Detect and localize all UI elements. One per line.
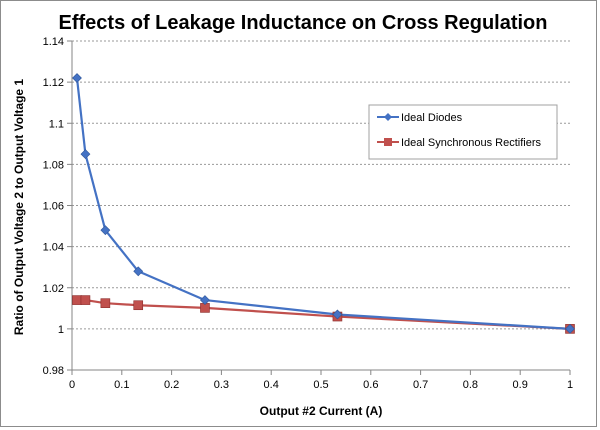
y-axis-title: Ratio of Output Voltage 2 to Output Volt… — [12, 79, 26, 336]
y-tick-labels: 0.98 1 1.02 1.04 1.06 1.08 1.1 1.12 1.14 — [43, 36, 64, 377]
legend-label-ideal-synchronous-rectifiers: Ideal Synchronous Rectifiers — [401, 137, 542, 149]
legend-marker-ideal-diodes — [384, 113, 392, 121]
y-tick-label: 1 — [58, 324, 64, 336]
y-tick-label: 1.08 — [43, 159, 64, 171]
x-axis-title: Output #2 Current (A) — [260, 404, 383, 418]
data-point-ideal-synchronous-rectifiers — [72, 295, 82, 305]
y-tick-label: 1.1 — [49, 118, 64, 130]
data-point-ideal-diodes — [100, 225, 111, 236]
x-tick-label: 0.9 — [513, 379, 528, 391]
x-tick-label: 0.5 — [313, 379, 328, 391]
data-point-ideal-diodes — [200, 295, 210, 306]
data-point-ideal-diodes — [72, 73, 82, 83]
x-tick-labels: 0 0.1 0.2 0.3 0.4 0.5 0.6 0.7 0.8 0.9 1 — [69, 379, 573, 391]
grid-lines — [72, 40, 570, 330]
series-layer — [72, 73, 575, 334]
axes — [67, 40, 571, 375]
legend: Ideal Diodes Ideal Synchronous Rectifier… — [368, 104, 558, 160]
legend-label-ideal-diodes: Ideal Diodes — [401, 112, 463, 124]
x-tick-label: 0.6 — [363, 379, 378, 391]
legend-box — [368, 104, 558, 160]
x-tick-label: 1 — [567, 379, 573, 391]
data-point-ideal-diodes — [332, 309, 343, 320]
data-point-ideal-diodes — [80, 149, 91, 160]
data-point-ideal-synchronous-rectifiers — [100, 298, 111, 308]
x-tick-label: 0.8 — [463, 379, 478, 391]
data-point-ideal-diodes — [133, 266, 144, 277]
y-tick-label: 1.14 — [43, 36, 64, 48]
x-tick-label: 0.1 — [114, 379, 129, 391]
x-tick-label: 0.4 — [264, 379, 279, 391]
data-point-ideal-synchronous-rectifiers — [133, 300, 144, 311]
y-tick-label: 0.98 — [43, 365, 64, 377]
x-tick-label: 0 — [69, 379, 75, 391]
y-tick-label: 1.02 — [43, 283, 64, 295]
data-point-ideal-synchronous-rectifiers — [80, 295, 91, 305]
y-tick-label: 1.04 — [43, 242, 64, 254]
x-tick-label: 0.7 — [413, 379, 428, 391]
legend-marker-ideal-synchronous-rectifiers — [384, 138, 392, 146]
y-tick-label: 1.06 — [43, 201, 64, 213]
x-tick-label: 0.3 — [214, 379, 229, 391]
chart-title: Effects of Leakage Inductance on Cross R… — [59, 12, 548, 34]
x-tick-label: 0.2 — [164, 379, 179, 391]
data-point-ideal-diodes — [565, 323, 575, 334]
y-tick-label: 1.12 — [43, 77, 64, 89]
